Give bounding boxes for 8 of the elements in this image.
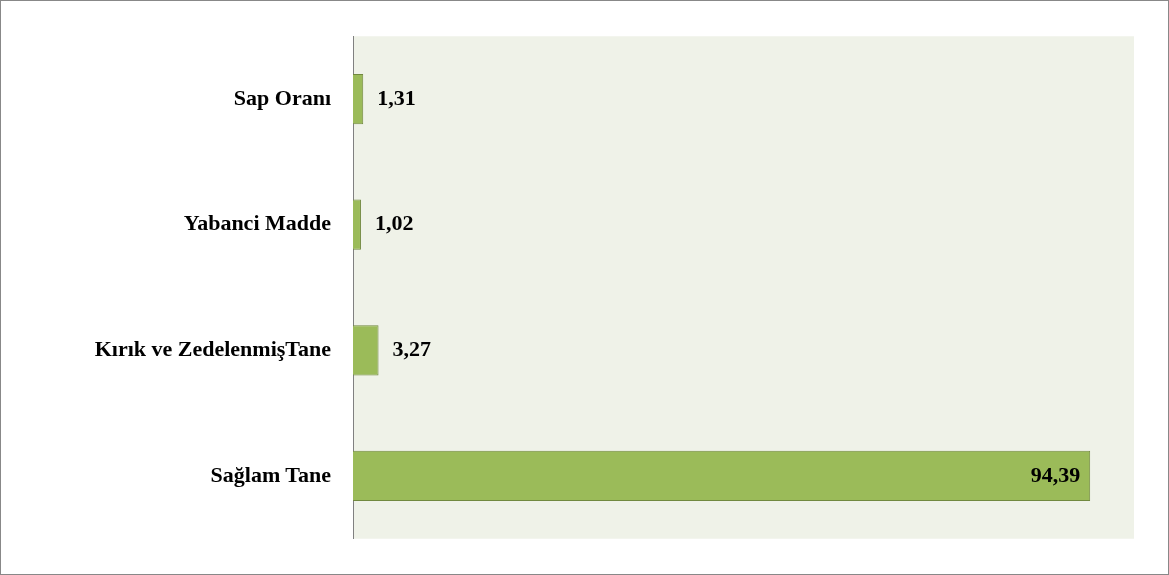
y-tick-label: Kırık ve ZedelenmişTane bbox=[94, 336, 332, 362]
y-tick-label: Sap Oranı bbox=[233, 84, 331, 110]
data-label: 1,02 bbox=[374, 210, 414, 236]
data-label: 94,39 bbox=[1030, 461, 1081, 487]
data-label: 3,27 bbox=[392, 336, 432, 362]
y-tick-label: Sağlam Tane bbox=[210, 461, 332, 487]
y-tick-label: Yabanci Madde bbox=[183, 210, 332, 236]
data-label: 1,31 bbox=[377, 84, 416, 110]
